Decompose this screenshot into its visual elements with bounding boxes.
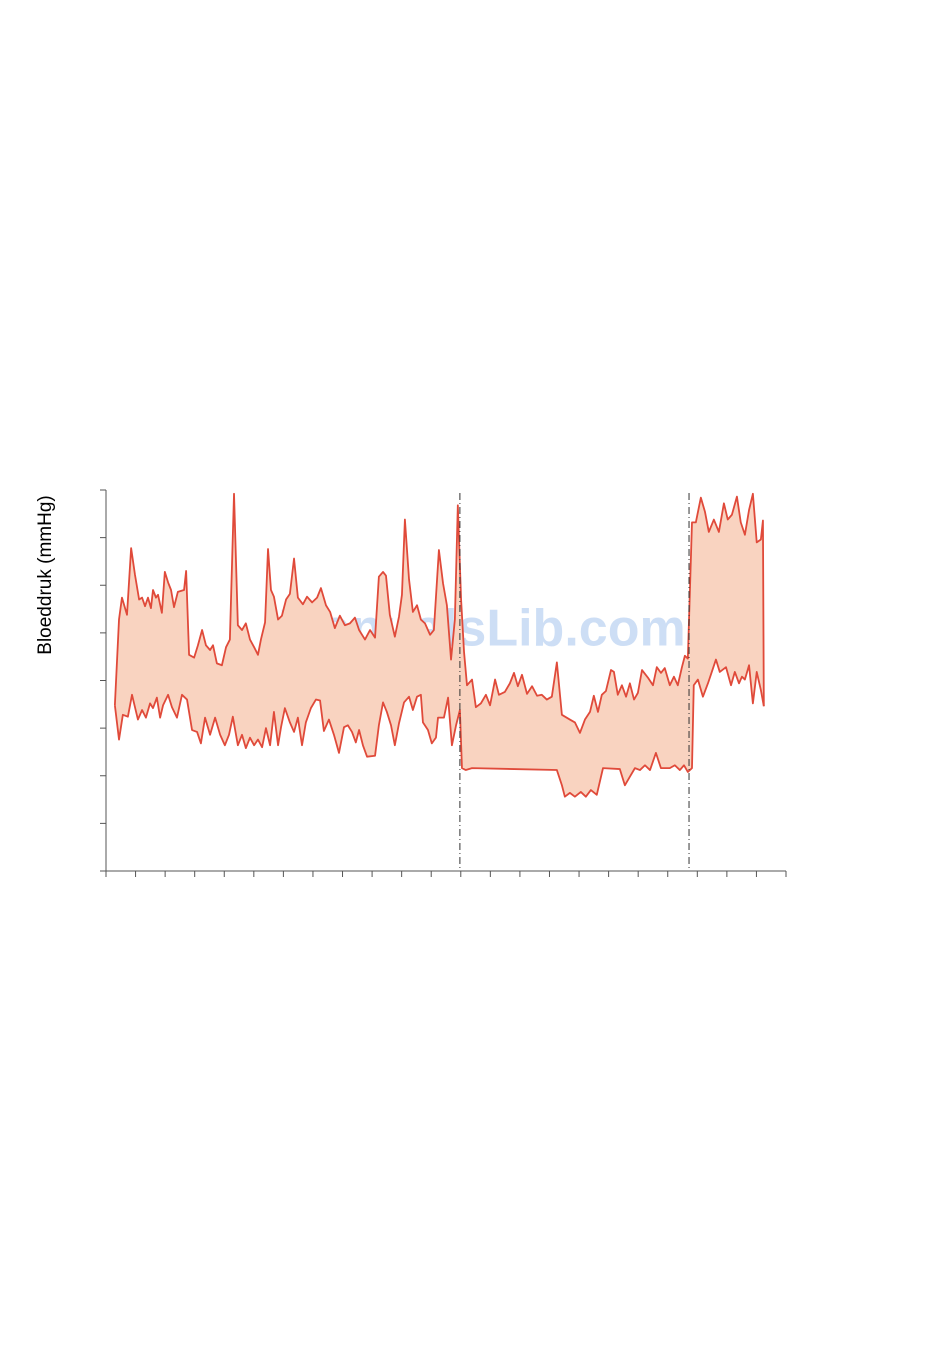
y-axis-label: Bloeddruk (mmHg) xyxy=(35,495,56,654)
band-fill xyxy=(114,493,764,797)
series-line xyxy=(113,658,765,798)
series-line xyxy=(113,492,765,734)
